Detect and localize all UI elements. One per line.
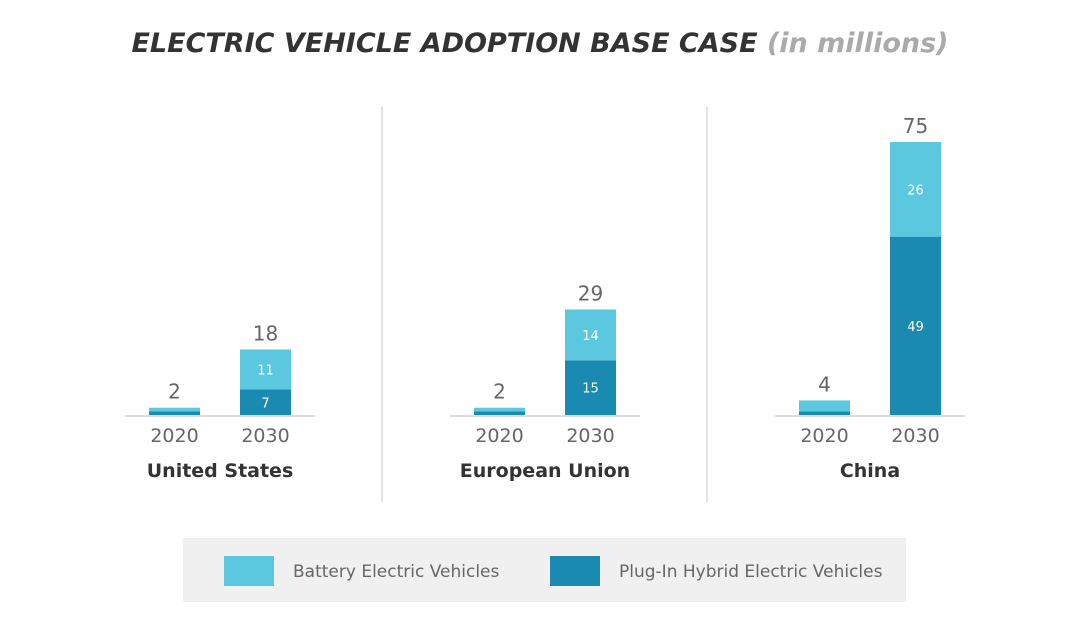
- x-tick-label: 2030: [566, 425, 614, 447]
- total-label: 75: [903, 114, 928, 138]
- data-label: 15: [582, 382, 599, 397]
- data-label: 26: [907, 183, 924, 198]
- total-label: 18: [253, 321, 278, 345]
- data-label: 7: [261, 396, 269, 411]
- legend-label-bev: Battery Electric Vehicles: [293, 562, 500, 582]
- legend-swatch-phev: [550, 556, 600, 586]
- bar-phev: [799, 411, 850, 415]
- bar-bev: [890, 142, 941, 237]
- x-tick-label: 2030: [891, 425, 939, 447]
- legend-swatch-bev: [224, 556, 274, 586]
- bar-bev: [799, 400, 850, 412]
- data-label: 14: [582, 329, 599, 344]
- data-label: 49: [907, 320, 924, 335]
- x-tick-label: 2020: [800, 425, 848, 447]
- total-label: 2: [493, 380, 506, 404]
- data-label: 11: [257, 364, 274, 379]
- chart-title: ELECTRIC VEHICLE ADOPTION BASE CASE (in …: [0, 28, 1080, 59]
- panel-label: United States: [147, 460, 294, 482]
- bar-bev: [240, 349, 291, 390]
- title-sub: (in millions): [766, 28, 949, 59]
- bar-bev: [474, 407, 525, 412]
- total-label: 4: [818, 372, 831, 396]
- legend: Battery Electric Vehicles Plug-In Hybrid…: [183, 538, 906, 602]
- bar-phev: [240, 389, 291, 415]
- title-main: ELECTRIC VEHICLE ADOPTION BASE CASE: [131, 28, 758, 59]
- bar-bev: [565, 309, 616, 361]
- x-tick-label: 2020: [475, 425, 523, 447]
- panel-label: China: [840, 460, 900, 482]
- x-tick-label: 2020: [150, 425, 198, 447]
- panel-label: European Union: [460, 460, 630, 482]
- bar-phev: [565, 360, 616, 415]
- bar-bev: [149, 407, 200, 412]
- x-tick-label: 2030: [241, 425, 289, 447]
- bar-phev: [890, 236, 941, 415]
- bar-phev: [474, 411, 525, 415]
- bar-phev: [149, 411, 200, 415]
- total-label: 2: [168, 380, 181, 404]
- total-label: 29: [578, 281, 603, 305]
- legend-label-phev: Plug-In Hybrid Electric Vehicles: [619, 562, 883, 582]
